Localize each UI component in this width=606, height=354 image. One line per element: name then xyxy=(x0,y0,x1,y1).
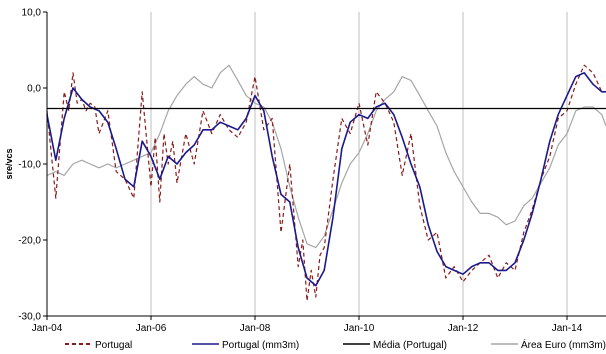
legend-label-portugal: Portugal xyxy=(95,340,132,351)
legend-label-area-euro-mm3m: Área Euro (mm3m) xyxy=(521,338,606,351)
y-axis-label: sre/vcs xyxy=(4,148,14,179)
x-gridlines xyxy=(150,12,568,316)
x-tick-label-0: Jan-04 xyxy=(32,323,63,334)
series-group xyxy=(46,64,606,302)
y-tick-label-0: 10,0 xyxy=(22,8,42,19)
legend: Portugal Portugal (mm3m) Média (Portugal) Á… xyxy=(65,338,606,351)
legend-label-portugal-mm3m: Portugal (mm3m) xyxy=(222,340,299,351)
series-line-portugal-mm3m xyxy=(46,72,606,287)
y-tick-label-2: -10,0 xyxy=(18,160,41,171)
x-tick-label-3: Jan-10 xyxy=(344,323,375,334)
y-tick-label-3: -20,0 xyxy=(18,236,41,247)
series-line-portugal xyxy=(46,64,606,302)
y-tick-label-1: 0,0 xyxy=(27,84,41,95)
y-tick-labels: 10,0 0,0 -10,0 -20,0 -30,0 xyxy=(18,8,47,323)
y-tick-label-4: -30,0 xyxy=(18,312,41,323)
x-tick-label-5: Jan-14 xyxy=(552,323,583,334)
x-tick-label-2: Jan-08 xyxy=(240,323,271,334)
x-tick-label-1: Jan-06 xyxy=(136,323,167,334)
legend-label-media-portugal: Média (Portugal) xyxy=(373,340,447,351)
x-tick-labels: Jan-04 Jan-06 Jan-08 Jan-10 Jan-12 Jan-14 xyxy=(32,316,583,334)
axes xyxy=(46,12,606,317)
series-line-area-euro-mm3m xyxy=(46,64,606,249)
x-tick-label-4: Jan-12 xyxy=(448,323,479,334)
